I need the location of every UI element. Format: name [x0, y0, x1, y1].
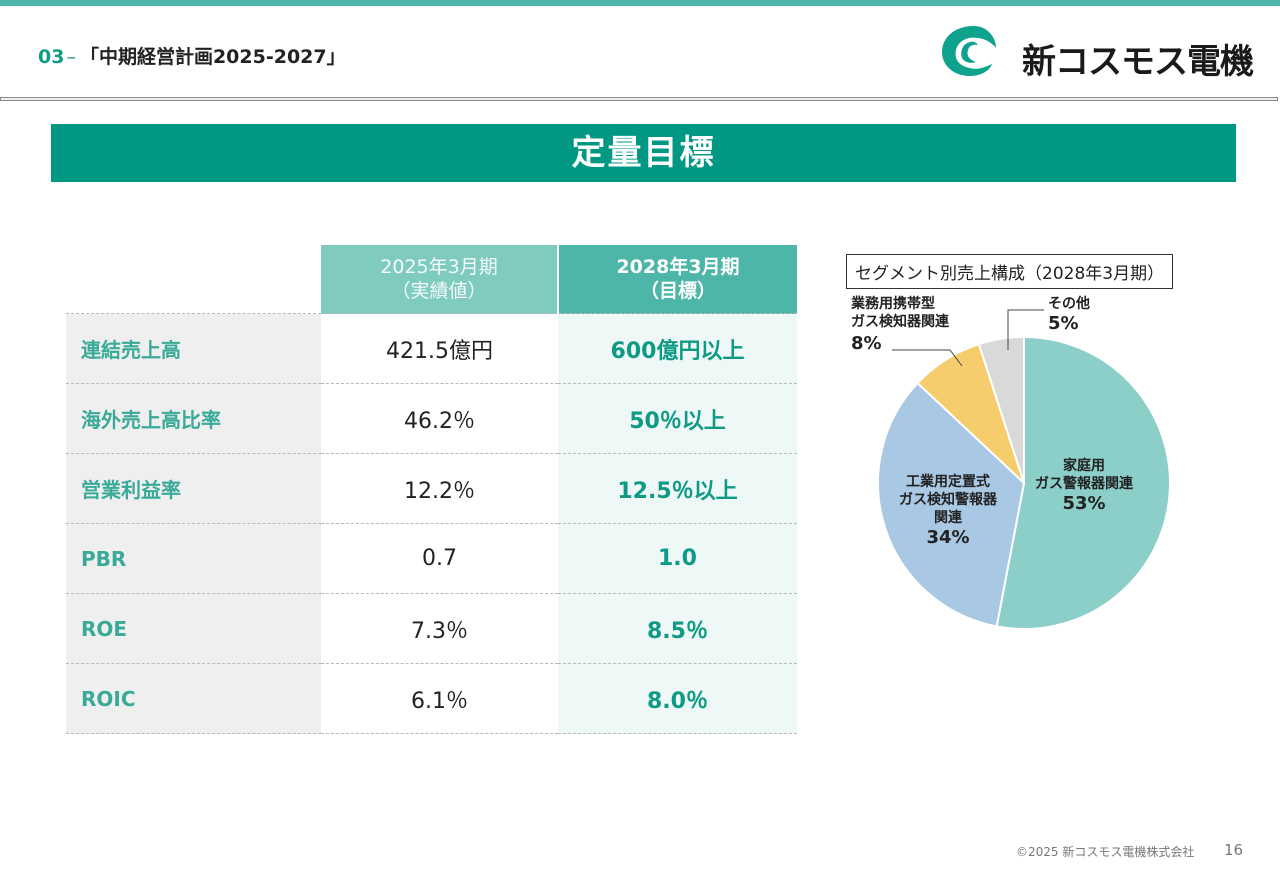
- pie-slice: [977, 335, 1025, 484]
- section-number: 03: [38, 46, 65, 68]
- row-label: 海外売上高比率: [66, 383, 321, 454]
- pie-value-label: 53%: [1062, 493, 1105, 514]
- pie-slice: [877, 381, 1026, 628]
- top-accent-bar: [0, 0, 1280, 6]
- header-target-period: 2028年3月期: [616, 256, 740, 278]
- table-row: ROE 7.3％ 8.5％: [66, 593, 797, 664]
- pie-label: 家庭用: [1063, 457, 1105, 474]
- pie-leader-line: [1007, 309, 1044, 350]
- banner-title: 定量目標: [51, 124, 1236, 182]
- pie-label: ガス検知警報器: [899, 491, 998, 508]
- header-target-note: （目標）: [639, 280, 716, 302]
- company-logo-text: 新コスモス電機: [1022, 42, 1254, 82]
- row-actual: 12.2％: [321, 453, 558, 524]
- row-target: 8.0％: [558, 663, 797, 734]
- pie-value-label: 8%: [851, 333, 882, 354]
- row-target: 1.0: [558, 523, 797, 594]
- row-actual: 46.2％: [321, 383, 558, 454]
- row-label: PBR: [66, 523, 321, 594]
- section-title: 03– 「中期経営計画2025-2027」: [38, 42, 346, 69]
- pie-label: その他: [1048, 295, 1090, 312]
- row-target: 50％以上: [558, 383, 797, 454]
- pie-label: 関連: [934, 509, 963, 526]
- page-number: 16: [1224, 841, 1244, 859]
- row-target: 8.5％: [558, 593, 797, 664]
- row-label: 連結売上高: [66, 313, 321, 384]
- row-actual: 421.5億円: [321, 313, 558, 384]
- row-actual: 0.7: [321, 523, 558, 594]
- header-divider: [0, 97, 1278, 101]
- section-dash: –: [66, 46, 76, 68]
- table-row: 海外売上高比率 46.2％ 50％以上: [66, 383, 797, 454]
- kpi-table-header-row: 2025年3月期 （実績値） 2028年3月期 （目標）: [66, 245, 797, 314]
- table-row: PBR 0.7 1.0: [66, 523, 797, 594]
- row-label: 営業利益率: [66, 453, 321, 524]
- pie-label: ガス検知器関連: [851, 313, 950, 330]
- pie-label: ガス警報器関連: [1035, 475, 1134, 492]
- row-actual: 6.1％: [321, 663, 558, 734]
- pie-slice: [995, 335, 1171, 630]
- section-title-text: 「中期経営計画2025-2027」: [79, 46, 346, 68]
- table-row: ROIC 6.1％ 8.0％: [66, 663, 797, 734]
- table-row: 連結売上高 421.5億円 600億円以上: [66, 313, 797, 384]
- kpi-table-corner: [66, 245, 321, 314]
- header-target: 2028年3月期 （目標）: [558, 245, 797, 314]
- header-actual: 2025年3月期 （実績値）: [321, 245, 559, 314]
- row-label: ROE: [66, 593, 321, 664]
- kpi-table: 2025年3月期 （実績値） 2028年3月期 （目標） 連結売上高 421.5…: [66, 245, 797, 734]
- row-target: 600億円以上: [558, 313, 797, 384]
- row-label: ROIC: [66, 663, 321, 734]
- row-actual: 7.3％: [321, 593, 558, 664]
- company-logo-mark: [942, 26, 996, 76]
- table-row: 営業利益率 12.2％ 12.5％以上: [66, 453, 797, 524]
- row-target: 12.5％以上: [558, 453, 797, 524]
- header-actual-note: （実績値）: [391, 280, 487, 302]
- pie-label: 業務用携帯型: [850, 295, 935, 312]
- pie-label: 工業用定置式: [906, 473, 990, 490]
- footer-copyright: ©2025 新コスモス電機株式会社: [1016, 845, 1195, 859]
- pie-value-label: 5%: [1048, 313, 1079, 334]
- company-logo: 新コスモス電機: [940, 20, 1254, 82]
- chart-title: セグメント別売上構成（2028年3月期）: [846, 254, 1174, 289]
- pie-leader-line: [892, 349, 963, 367]
- header-actual-period: 2025年3月期: [380, 256, 498, 278]
- pie-value-label: 34%: [926, 527, 969, 548]
